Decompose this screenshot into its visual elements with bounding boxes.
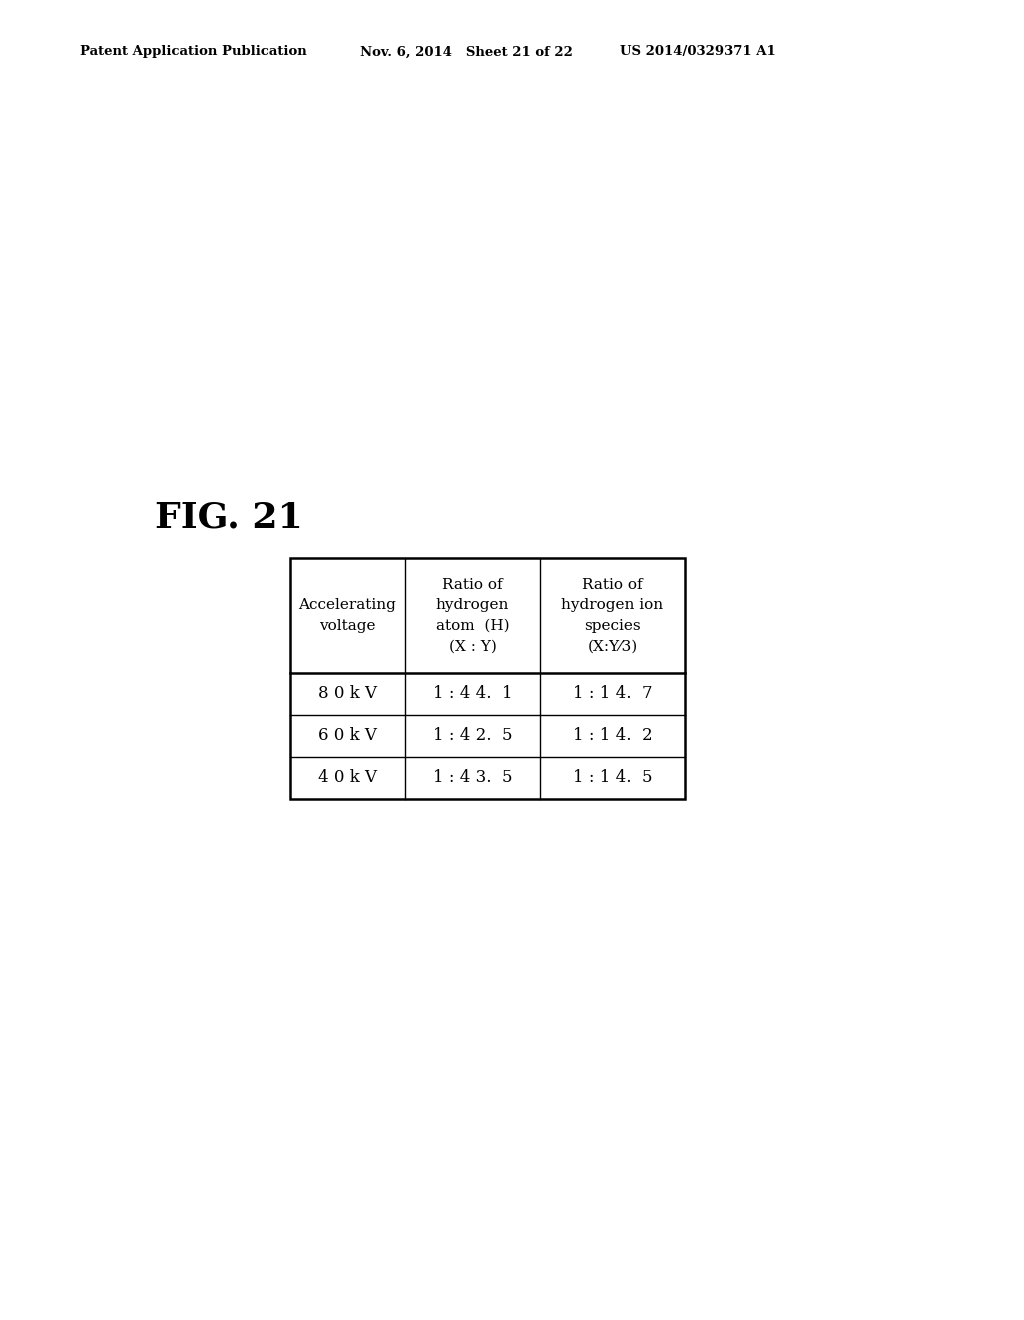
Text: 1 : 1 4.  5: 1 : 1 4. 5 xyxy=(572,770,652,787)
Text: 1 : 4 3.  5: 1 : 4 3. 5 xyxy=(433,770,512,787)
Text: 1 : 1 4.  7: 1 : 1 4. 7 xyxy=(572,685,652,702)
Text: 4 0 k V: 4 0 k V xyxy=(318,770,377,787)
Text: 1 : 1 4.  2: 1 : 1 4. 2 xyxy=(572,727,652,744)
Text: 1 : 4 2.  5: 1 : 4 2. 5 xyxy=(433,727,512,744)
Text: Nov. 6, 2014   Sheet 21 of 22: Nov. 6, 2014 Sheet 21 of 22 xyxy=(360,45,572,58)
Text: 1 : 4 4.  1: 1 : 4 4. 1 xyxy=(433,685,512,702)
Text: Accelerating
voltage: Accelerating voltage xyxy=(299,598,396,632)
Bar xyxy=(290,558,685,799)
Text: 8 0 k V: 8 0 k V xyxy=(318,685,377,702)
Text: 6 0 k V: 6 0 k V xyxy=(318,727,377,744)
Text: Ratio of
hydrogen ion
species
(X:Y⁄3): Ratio of hydrogen ion species (X:Y⁄3) xyxy=(561,578,664,653)
Text: US 2014/0329371 A1: US 2014/0329371 A1 xyxy=(620,45,776,58)
Text: FIG. 21: FIG. 21 xyxy=(155,500,303,535)
Text: Ratio of
hydrogen
atom  (H)
(X : Y): Ratio of hydrogen atom (H) (X : Y) xyxy=(435,578,509,653)
Text: Patent Application Publication: Patent Application Publication xyxy=(80,45,307,58)
